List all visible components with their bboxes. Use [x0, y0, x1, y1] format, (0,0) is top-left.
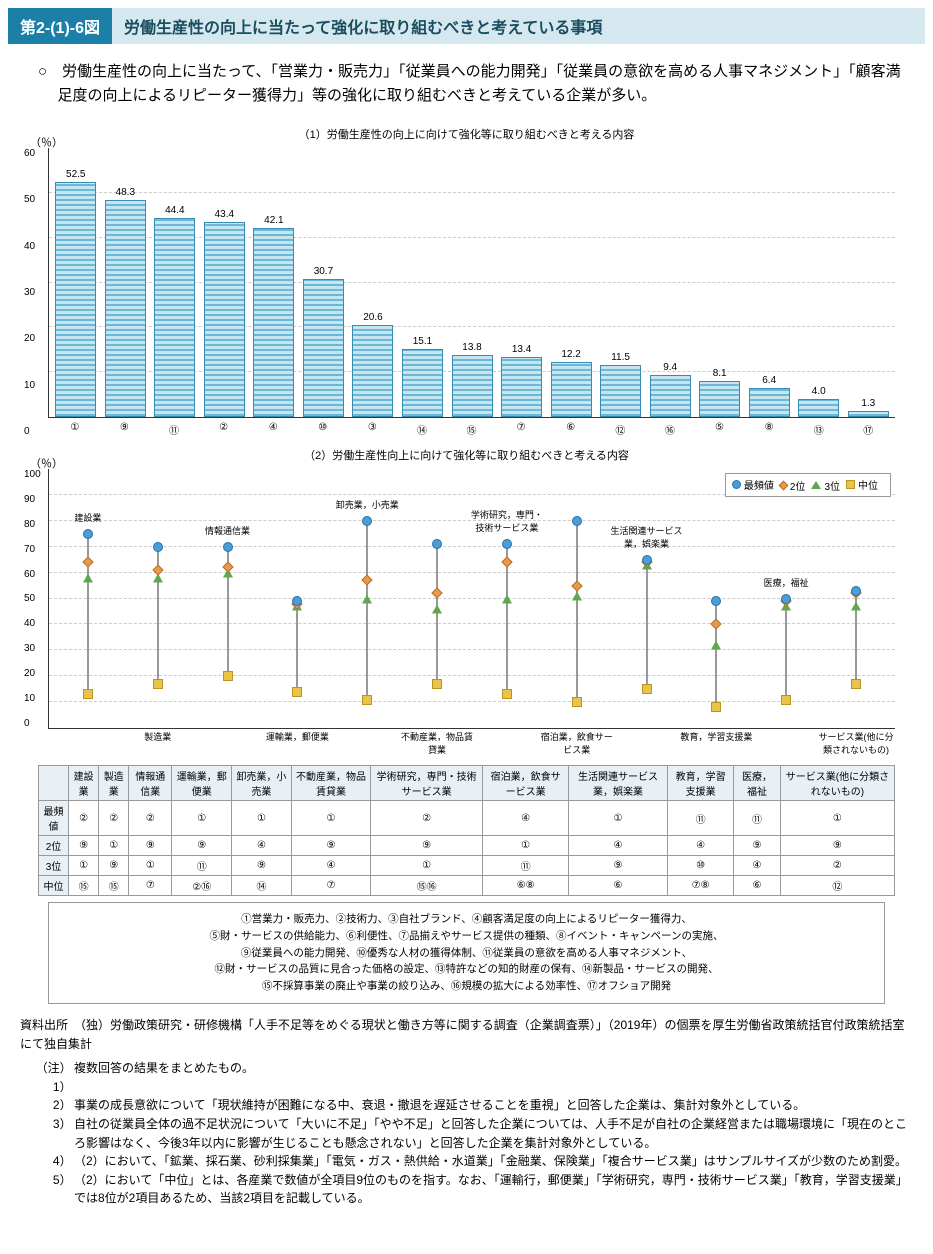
industry-col: 不動産業，物品賃貸業: [402, 469, 472, 728]
chart2-title: （2）労働生産性向上に向けて強化等に取り組むべきと考える内容: [8, 447, 925, 463]
bar-⑩: 30.7: [301, 148, 347, 417]
bar-⑭: 15.1: [400, 148, 446, 417]
chart2-container: （％） 0102030405060708090100 最頻値2位3位中位 建設業…: [48, 469, 895, 729]
bar-⑥: 12.2: [548, 148, 594, 417]
bar-⑯: 9.4: [647, 148, 693, 417]
bar-⑮: 13.8: [449, 148, 495, 417]
bar-⑦: 13.4: [499, 148, 545, 417]
source-citation: 資料出所 （独）労働政策研究・研修機構「人手不足等をめぐる現状と働き方等に関する…: [20, 1016, 913, 1053]
bar-chart: 52.548.344.443.442.130.720.615.113.813.4…: [48, 148, 895, 418]
chart1-title: （1）労働生産性の向上に向けて強化等に取り組むべきと考える内容: [8, 126, 925, 142]
bar-④: 42.1: [251, 148, 297, 417]
bar-⑤: 8.1: [697, 148, 743, 417]
bar-⑧: 6.4: [746, 148, 792, 417]
industry-col: 教育，学習支援業: [681, 469, 751, 728]
industry-col: サービス業(他に分類されないもの): [821, 469, 891, 728]
chart1-xlabels: ①⑨⑪②④⑩③⑭⑮⑦⑥⑫⑯⑤⑧⑬⑰: [48, 422, 895, 437]
chart1-container: （％） 0102030405060 52.548.344.443.442.130…: [48, 148, 895, 437]
summary-text: ○ 労働生産性の向上に当たって、「営業力・販売力」「従業員への能力開発」「従業員…: [28, 54, 926, 120]
chart2-yticks: 0102030405060708090100: [24, 469, 41, 729]
industry-col: 運輸業，郵便業: [262, 469, 332, 728]
industry-col: 宿泊業，飲食サービス業: [542, 469, 612, 728]
notes-section: （注） 1）複数回答の結果をまとめたもの。2）事業の成長意欲について「現状維持が…: [20, 1059, 913, 1208]
industry-col: 卸売業，小売業: [332, 469, 402, 728]
industry-col: 建設業: [53, 469, 123, 728]
chart2-legend: 最頻値2位3位中位: [725, 473, 891, 497]
figure-header: 第2-(1)-6図 労働生産性の向上に当たって強化に取り組むべきと考えている事項: [8, 8, 925, 44]
industry-col: 生活関連サービス業，娯楽業: [612, 469, 682, 728]
bar-⑬: 4.0: [796, 148, 842, 417]
figure-number: 第2-(1)-6図: [8, 8, 112, 44]
bar-⑪: 44.4: [152, 148, 198, 417]
industry-col: 情報通信業: [193, 469, 263, 728]
industry-col: 医療，福祉: [751, 469, 821, 728]
industry-col: 製造業: [123, 469, 193, 728]
range-chart: 最頻値2位3位中位 建設業製造業情報通信業運輸業，郵便業卸売業，小売業不動産業，…: [48, 469, 895, 729]
bar-②: 43.4: [202, 148, 248, 417]
figure-title: 労働生産性の向上に当たって強化に取り組むべきと考えている事項: [112, 8, 925, 44]
industry-col: 学術研究，専門・技術サービス業: [472, 469, 542, 728]
item-legend-box: ①営業力・販売力、②技術力、③自社ブランド、④顧客満足度の向上によるリピーター獲…: [48, 902, 885, 1004]
bar-⑰: 1.3: [846, 148, 892, 417]
bar-①: 52.5: [53, 148, 99, 417]
bar-③: 20.6: [350, 148, 396, 417]
chart1-yticks: 0102030405060: [24, 148, 35, 437]
bar-⑨: 48.3: [103, 148, 149, 417]
bar-⑫: 11.5: [598, 148, 644, 417]
industry-rank-table: 建設業製造業情報通信業運輸業，郵便業卸売業，小売業不動産業，物品賃貸業学術研究，…: [38, 765, 895, 896]
